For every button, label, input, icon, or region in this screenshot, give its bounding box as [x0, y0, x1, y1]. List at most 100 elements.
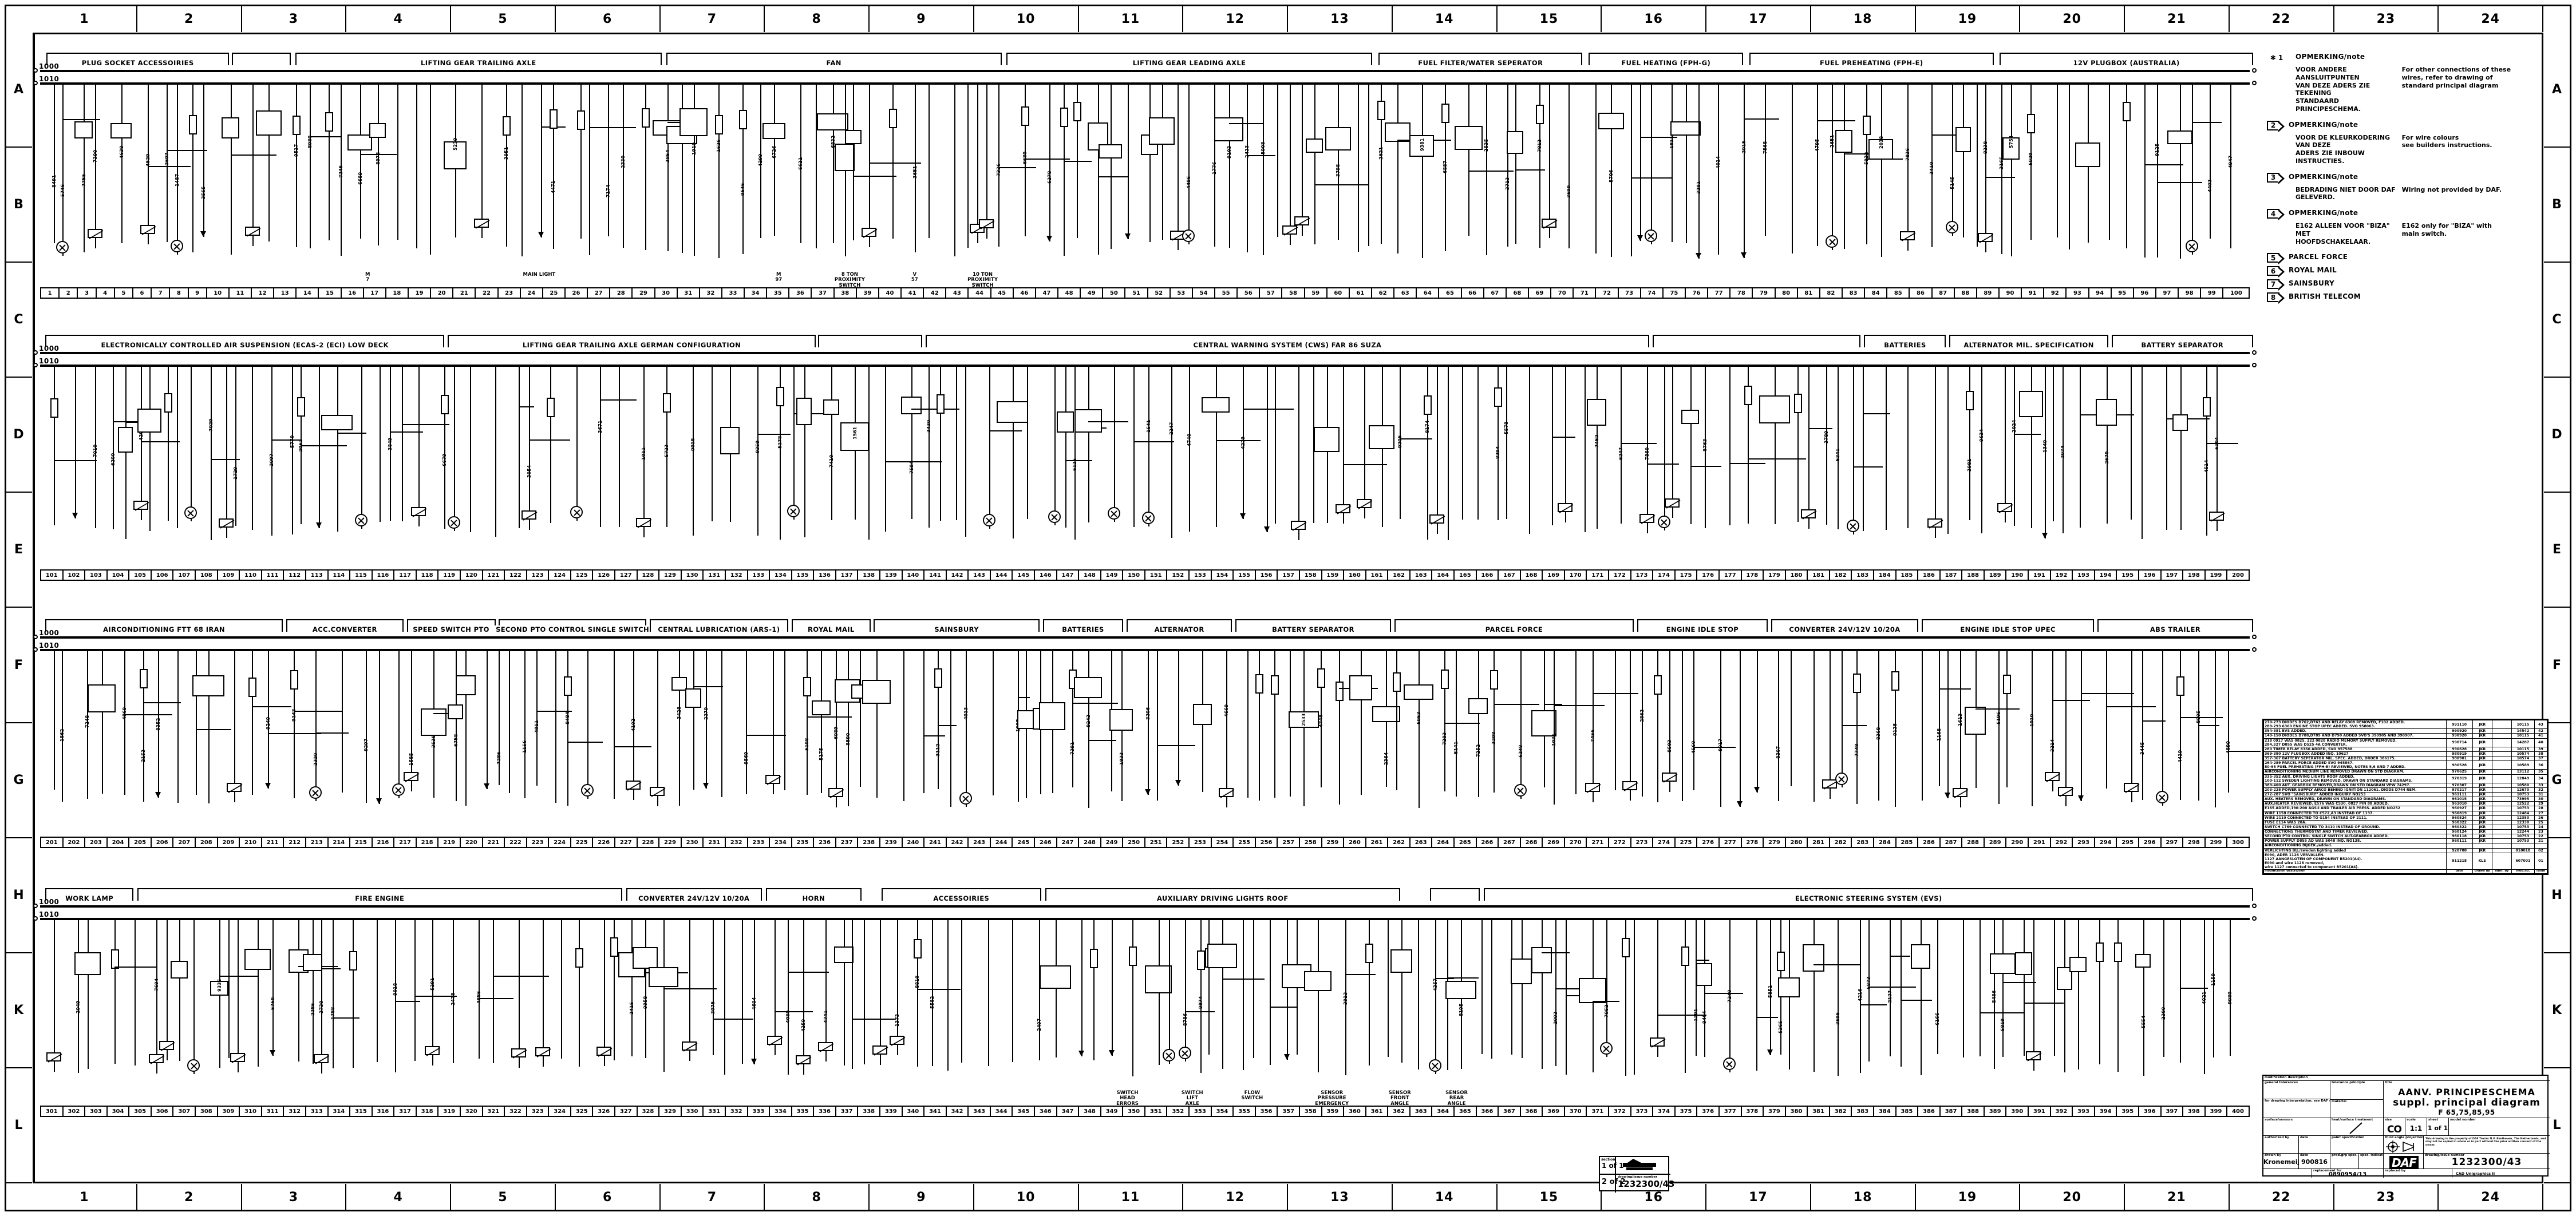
link-wire — [1743, 118, 1780, 120]
branch-wire — [1625, 920, 1627, 1076]
zone-marker-top-21: 21 — [2125, 6, 2230, 32]
third-angle-projection-icon — [2386, 1140, 2414, 1153]
column-number: 27 — [588, 288, 611, 298]
note-header: OPMERKING/note — [2289, 172, 2358, 181]
column-number: 290 — [2006, 838, 2029, 847]
branch-wire — [469, 367, 471, 532]
column-number: 253 — [1190, 838, 1212, 847]
branch-wire — [911, 367, 913, 520]
column-number: 8 — [170, 288, 189, 298]
zone-marker-left-H: H — [6, 838, 32, 953]
wire-number-label: 8307 — [1776, 746, 1781, 759]
revision-cell: 42 — [2534, 728, 2548, 734]
column-number: 370 — [1565, 1107, 1587, 1116]
column-number: 65 — [1439, 288, 1462, 298]
wire-number-label: 9546 — [740, 183, 746, 196]
section-header-label: LIFTING GEAR LEADING AXLE — [1130, 59, 1249, 67]
device-caption: SENSOR PRESSURE EMERGENCY — [1315, 1090, 1349, 1107]
wire-terminator-arrow — [155, 791, 161, 798]
branch-wire — [1994, 920, 1996, 1069]
column-number: 164 — [1432, 571, 1455, 580]
section-header-label: BATTERY SEPARATOR — [2139, 341, 2226, 349]
column-number: 384 — [1874, 1107, 1897, 1116]
lamp-symbol — [1514, 784, 1527, 797]
wire-number-label: 3651 — [912, 166, 918, 179]
zone-marker-right-A: A — [2544, 33, 2570, 148]
component-box — [2135, 953, 2151, 968]
column-number: 119 — [438, 571, 461, 580]
branch-wire — [1313, 367, 1315, 524]
link-wire — [852, 1019, 895, 1020]
copyright-text: This drawing is the property of DAF Truc… — [2425, 1138, 2546, 1147]
column-number: 329 — [659, 1107, 682, 1116]
sheet-value: 1 of 1 — [2427, 1124, 2448, 1132]
branch-wire — [1027, 367, 1029, 520]
relay-coil-slash-icon — [1586, 784, 1601, 793]
column-number: 340 — [903, 1107, 925, 1116]
link-wire — [251, 706, 291, 707]
rail-label: 1010 — [39, 357, 60, 365]
wire-terminator-arrow — [1637, 235, 1643, 241]
column-number: 41 — [902, 288, 924, 298]
wire-number-label: 7410 — [829, 454, 835, 468]
note-tag-flag-icon: 5 — [2267, 253, 2285, 265]
relay-coil-slash-icon — [768, 1037, 783, 1046]
wire-number-label: 3430 — [926, 420, 932, 433]
revision-cell: JKR — [2472, 824, 2492, 830]
branch-wire — [1808, 367, 1809, 529]
section-header-label: ALTERNATOR MIL. SPECIFICATION — [1961, 341, 2096, 349]
component-box — [1403, 684, 1433, 700]
column-number: 151 — [1145, 571, 1168, 580]
branch-wire — [1314, 85, 1315, 245]
zone-marker-bottom-11: 11 — [1079, 1184, 1184, 1210]
branch-wire — [1837, 920, 1839, 1076]
section-header: PLUG SOCKET ACCESSOIRIES — [46, 53, 229, 67]
section-header-label: SAINSBURY — [932, 625, 981, 633]
branch-wire — [721, 651, 723, 798]
branch-wire — [2143, 920, 2144, 1076]
band-4: WORK LAMP FIRE ENGINE CONVERTER 24V/12V 10… — [33, 888, 2257, 1117]
branch-wire — [1506, 367, 1507, 519]
column-number: 285 — [1897, 838, 1919, 847]
column-number: 88 — [1955, 288, 1977, 298]
wire-number-label: 2862 — [1639, 709, 1645, 722]
power-rail — [40, 352, 2250, 354]
column-number: 205 — [129, 838, 152, 847]
relay-coil — [795, 1055, 812, 1066]
fuse-symbol — [1196, 950, 1205, 971]
branch-wire — [235, 367, 237, 526]
branch-wire — [1521, 920, 1523, 1058]
link-wire — [1939, 688, 1971, 690]
wire-number-label: 4741 — [823, 1010, 829, 1023]
link-wire — [1493, 703, 1540, 705]
column-number: 58 — [1282, 288, 1305, 298]
column-number: 292 — [2051, 838, 2073, 847]
rail-label: 1000 — [39, 344, 60, 352]
column-number: 225 — [571, 838, 594, 847]
column-number: 365 — [1455, 1107, 1477, 1116]
column-number: 44 — [969, 288, 991, 298]
power-rail — [40, 649, 2250, 651]
component-box — [222, 117, 240, 138]
branch-wire — [2080, 651, 2082, 802]
wire-number-label: 5291 — [430, 977, 436, 991]
revision-row: AIRCONDITIONING BIJGEK./added. — [2263, 843, 2548, 849]
branch-wire — [553, 85, 555, 249]
wire-number-label: 4740 — [1187, 433, 1192, 446]
relay-coil — [410, 507, 427, 518]
column-number: 396 — [2139, 1107, 2162, 1116]
relay-coil-slash-icon — [1823, 781, 1838, 790]
wire-number-label: 1811 — [1669, 136, 1674, 149]
branch-wire — [1447, 367, 1449, 541]
component-box — [1696, 963, 1712, 986]
column-number: 138 — [858, 571, 880, 580]
column-number: 45 — [991, 288, 1014, 298]
column-number: 83 — [1843, 288, 1866, 298]
branch-wire — [1907, 367, 1909, 528]
branch-wire — [1277, 85, 1279, 237]
revision-cell — [2491, 738, 2512, 747]
revision-cell: 32 — [2534, 787, 2548, 793]
column-number: 284 — [1874, 838, 1897, 847]
revision-cell: 10574 — [2511, 751, 2535, 757]
wire-number-label: 9125 — [1893, 723, 1898, 736]
